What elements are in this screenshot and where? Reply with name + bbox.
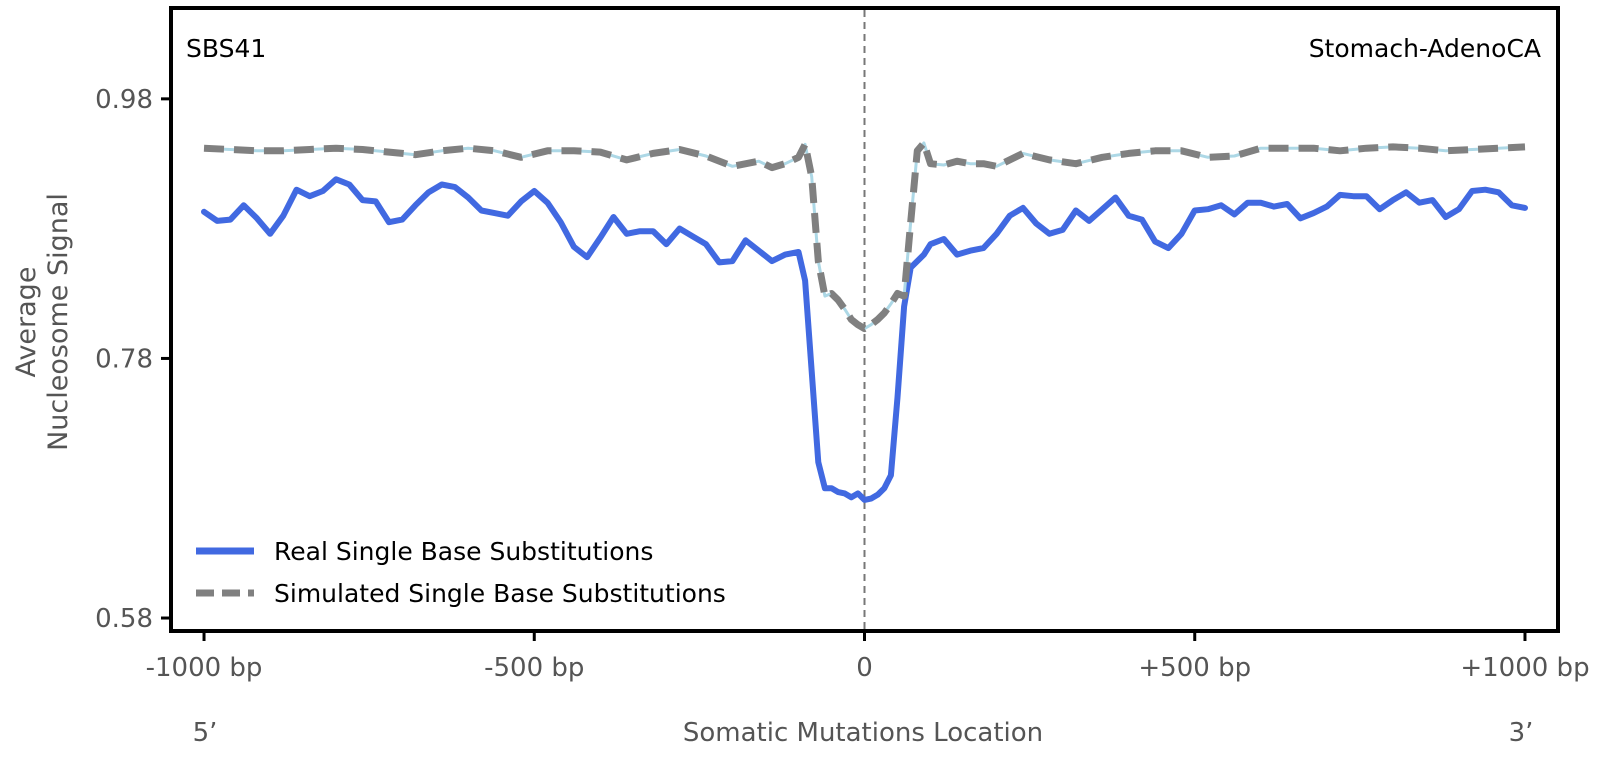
series-line-real: [201, 176, 1528, 503]
x-tick-label: -1000 bp: [146, 653, 263, 683]
x-tick-label: 0: [856, 653, 873, 683]
x-tick-label: +500 bp: [1138, 653, 1251, 683]
legend: Real Single Base Substitutions Simulated…: [196, 537, 726, 608]
x-tick-label: +1000 bp: [1460, 653, 1589, 683]
x-tick-label: -500 bp: [484, 653, 584, 683]
five-prime-label: 5’: [193, 718, 218, 748]
y-tick-label: 0.98: [95, 85, 153, 115]
cancer-type-label: Stomach-AdenoCA: [1309, 34, 1541, 63]
series-layer: [201, 139, 1528, 503]
three-prime-label: 3’: [1509, 718, 1534, 748]
x-axis: -1000 bp -500 bp 0 +500 bp +1000 bp: [146, 631, 1590, 683]
legend-label-simulated: Simulated Single Base Substitutions: [274, 579, 726, 608]
x-axis-label: Somatic Mutations Location: [683, 718, 1043, 748]
series-line-simulated: [203, 139, 1526, 333]
y-tick-label: 0.58: [95, 604, 153, 634]
y-axis-label-line-2: Nucleosome Signal: [43, 193, 74, 451]
y-tick-label: 0.78: [95, 344, 153, 374]
y-axis-label: Average Nucleosome Signal: [11, 193, 74, 451]
legend-label-real: Real Single Base Substitutions: [274, 537, 653, 566]
signature-label: SBS41: [186, 34, 266, 63]
y-axis: 0.58 0.78 0.98: [95, 85, 171, 634]
y-axis-label-line-1: Average: [11, 267, 42, 378]
